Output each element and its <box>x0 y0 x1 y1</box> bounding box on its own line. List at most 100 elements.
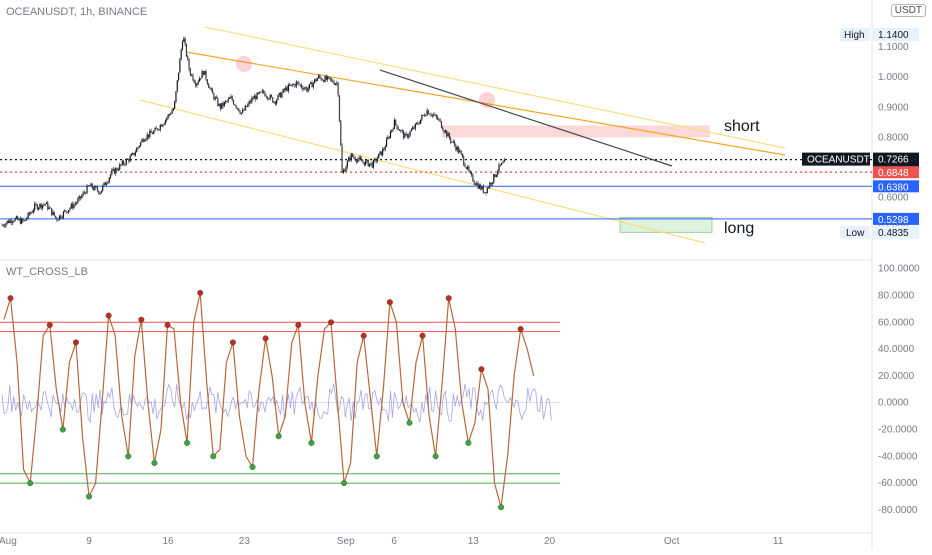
candle <box>180 49 182 59</box>
candle <box>380 151 382 156</box>
candle <box>134 152 137 156</box>
candle <box>2 224 4 226</box>
cross-dot <box>406 419 413 426</box>
candle <box>463 156 465 165</box>
candle <box>129 156 131 162</box>
red-level-value: 0.6848 <box>878 168 909 179</box>
candle <box>9 220 11 224</box>
candle <box>439 119 441 122</box>
candle <box>282 88 284 93</box>
candle <box>370 162 372 164</box>
cross-dot <box>249 464 256 471</box>
cross-dot <box>105 312 112 319</box>
candle <box>223 102 225 107</box>
candle <box>128 159 130 162</box>
candle <box>116 168 118 171</box>
candle <box>85 192 87 194</box>
candle <box>255 96 257 100</box>
candle <box>447 133 449 137</box>
candle <box>399 129 401 132</box>
candle <box>13 221 15 222</box>
candle <box>502 162 504 164</box>
candle <box>481 186 483 190</box>
cross-dot <box>197 289 204 296</box>
candle <box>73 204 75 208</box>
blue-level-value: 0.5298 <box>878 215 909 226</box>
candle <box>78 196 80 200</box>
candle <box>166 117 168 120</box>
candle <box>423 115 426 117</box>
candle <box>164 119 167 124</box>
currency-button[interactable]: USDT <box>890 4 926 17</box>
candle <box>453 141 456 146</box>
candle <box>249 101 252 103</box>
candle <box>151 132 154 134</box>
candle <box>357 159 359 162</box>
candle <box>376 158 378 162</box>
candle <box>201 71 203 79</box>
candle <box>312 82 314 88</box>
candle <box>146 134 148 140</box>
candle <box>384 146 386 150</box>
osc-tick-label: 20.0000 <box>878 371 915 382</box>
candle <box>60 215 62 218</box>
candle <box>351 153 354 157</box>
candle <box>65 210 67 212</box>
long-zone <box>619 216 713 233</box>
candle <box>218 103 220 106</box>
candle <box>174 101 176 109</box>
candle <box>68 210 70 213</box>
candle <box>142 139 144 142</box>
candle <box>72 203 74 208</box>
candle <box>253 96 256 99</box>
time-tick-label: Oct <box>664 536 680 547</box>
candle <box>329 77 331 80</box>
time-tick-label: 6 <box>391 536 397 547</box>
candle <box>219 103 222 109</box>
candle <box>153 131 155 134</box>
candle <box>283 88 286 91</box>
candle <box>92 188 95 190</box>
candle <box>433 114 435 116</box>
candle <box>140 142 142 146</box>
cross-dot <box>308 439 315 446</box>
candle <box>44 204 46 205</box>
price-tick-label: 0.8000 <box>878 132 909 143</box>
candle <box>168 114 171 116</box>
candle <box>222 102 224 107</box>
candle <box>480 184 482 190</box>
candle <box>192 74 194 81</box>
candle <box>197 81 199 84</box>
candle <box>226 101 228 102</box>
candle <box>157 128 159 130</box>
candle <box>217 98 219 106</box>
candle <box>193 80 195 83</box>
candle <box>132 152 134 155</box>
candle <box>117 169 120 171</box>
candle <box>209 87 211 89</box>
candle <box>130 154 133 157</box>
candle <box>230 96 232 99</box>
osc-tick-label: -40.0000 <box>878 451 918 462</box>
cross-dot <box>478 366 485 373</box>
candle <box>425 115 427 117</box>
candle <box>300 84 303 88</box>
candle <box>503 159 505 163</box>
candle <box>418 123 420 125</box>
candle <box>160 124 163 127</box>
osc-tick-label: 60.0000 <box>878 317 915 328</box>
candle <box>61 217 63 219</box>
candle <box>58 215 61 220</box>
candle <box>375 158 377 162</box>
candle <box>353 156 355 158</box>
candle <box>143 140 146 142</box>
candle <box>285 87 287 91</box>
candle <box>469 171 471 173</box>
candle <box>100 190 103 194</box>
candle <box>382 148 384 156</box>
candle <box>487 187 490 189</box>
candle <box>18 218 20 220</box>
candle <box>421 115 423 120</box>
candle <box>448 133 450 139</box>
candle <box>374 158 376 161</box>
